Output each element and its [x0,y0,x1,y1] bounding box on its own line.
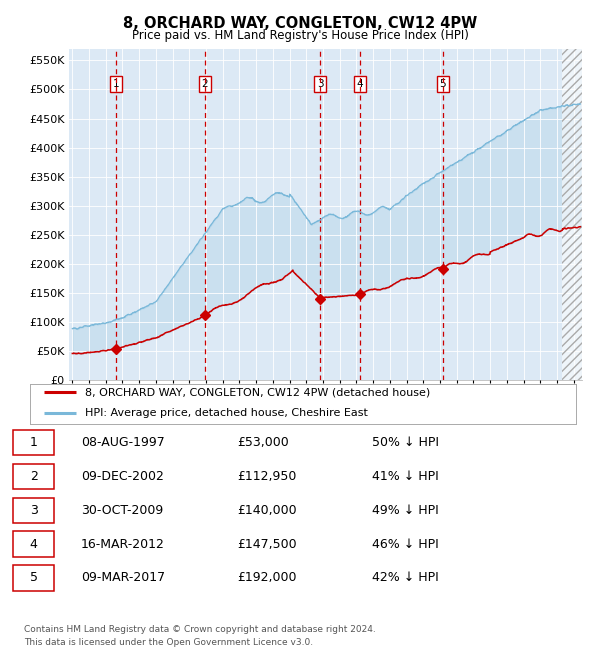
Text: 8, ORCHARD WAY, CONGLETON, CW12 4PW (detached house): 8, ORCHARD WAY, CONGLETON, CW12 4PW (det… [85,387,430,397]
FancyBboxPatch shape [13,532,54,556]
Text: HPI: Average price, detached house, Cheshire East: HPI: Average price, detached house, Ches… [85,408,367,419]
Text: 2: 2 [29,470,38,483]
Text: 2: 2 [202,79,208,88]
Text: Price paid vs. HM Land Registry's House Price Index (HPI): Price paid vs. HM Land Registry's House … [131,29,469,42]
Text: £53,000: £53,000 [237,436,289,449]
Text: 4: 4 [356,79,363,88]
Text: 50% ↓ HPI: 50% ↓ HPI [372,436,439,449]
Bar [562,49,599,380]
Text: 41% ↓ HPI: 41% ↓ HPI [372,470,439,483]
Text: 1: 1 [112,79,119,88]
Text: Contains HM Land Registry data © Crown copyright and database right 2024.
This d: Contains HM Land Registry data © Crown c… [24,625,376,647]
Text: 5: 5 [29,571,38,584]
Text: 16-MAR-2012: 16-MAR-2012 [81,538,165,551]
FancyBboxPatch shape [13,565,54,590]
Text: 1: 1 [29,436,38,449]
Text: 09-DEC-2002: 09-DEC-2002 [81,470,164,483]
Text: 42% ↓ HPI: 42% ↓ HPI [372,571,439,584]
Text: £192,000: £192,000 [237,571,296,584]
Text: 5: 5 [440,79,446,88]
Text: £147,500: £147,500 [237,538,296,551]
Text: 08-AUG-1997: 08-AUG-1997 [81,436,165,449]
Text: 3: 3 [317,79,323,88]
Bar [562,49,600,380]
Text: £112,950: £112,950 [237,470,296,483]
Text: 49% ↓ HPI: 49% ↓ HPI [372,504,439,517]
Text: 8, ORCHARD WAY, CONGLETON, CW12 4PW: 8, ORCHARD WAY, CONGLETON, CW12 4PW [123,16,477,31]
Text: £140,000: £140,000 [237,504,296,517]
FancyBboxPatch shape [13,430,54,455]
FancyBboxPatch shape [13,498,54,523]
Text: 30-OCT-2009: 30-OCT-2009 [81,504,163,517]
FancyBboxPatch shape [13,464,54,489]
Text: 46% ↓ HPI: 46% ↓ HPI [372,538,439,551]
Text: 09-MAR-2017: 09-MAR-2017 [81,571,165,584]
Text: 4: 4 [29,538,38,551]
Text: 3: 3 [29,504,38,517]
